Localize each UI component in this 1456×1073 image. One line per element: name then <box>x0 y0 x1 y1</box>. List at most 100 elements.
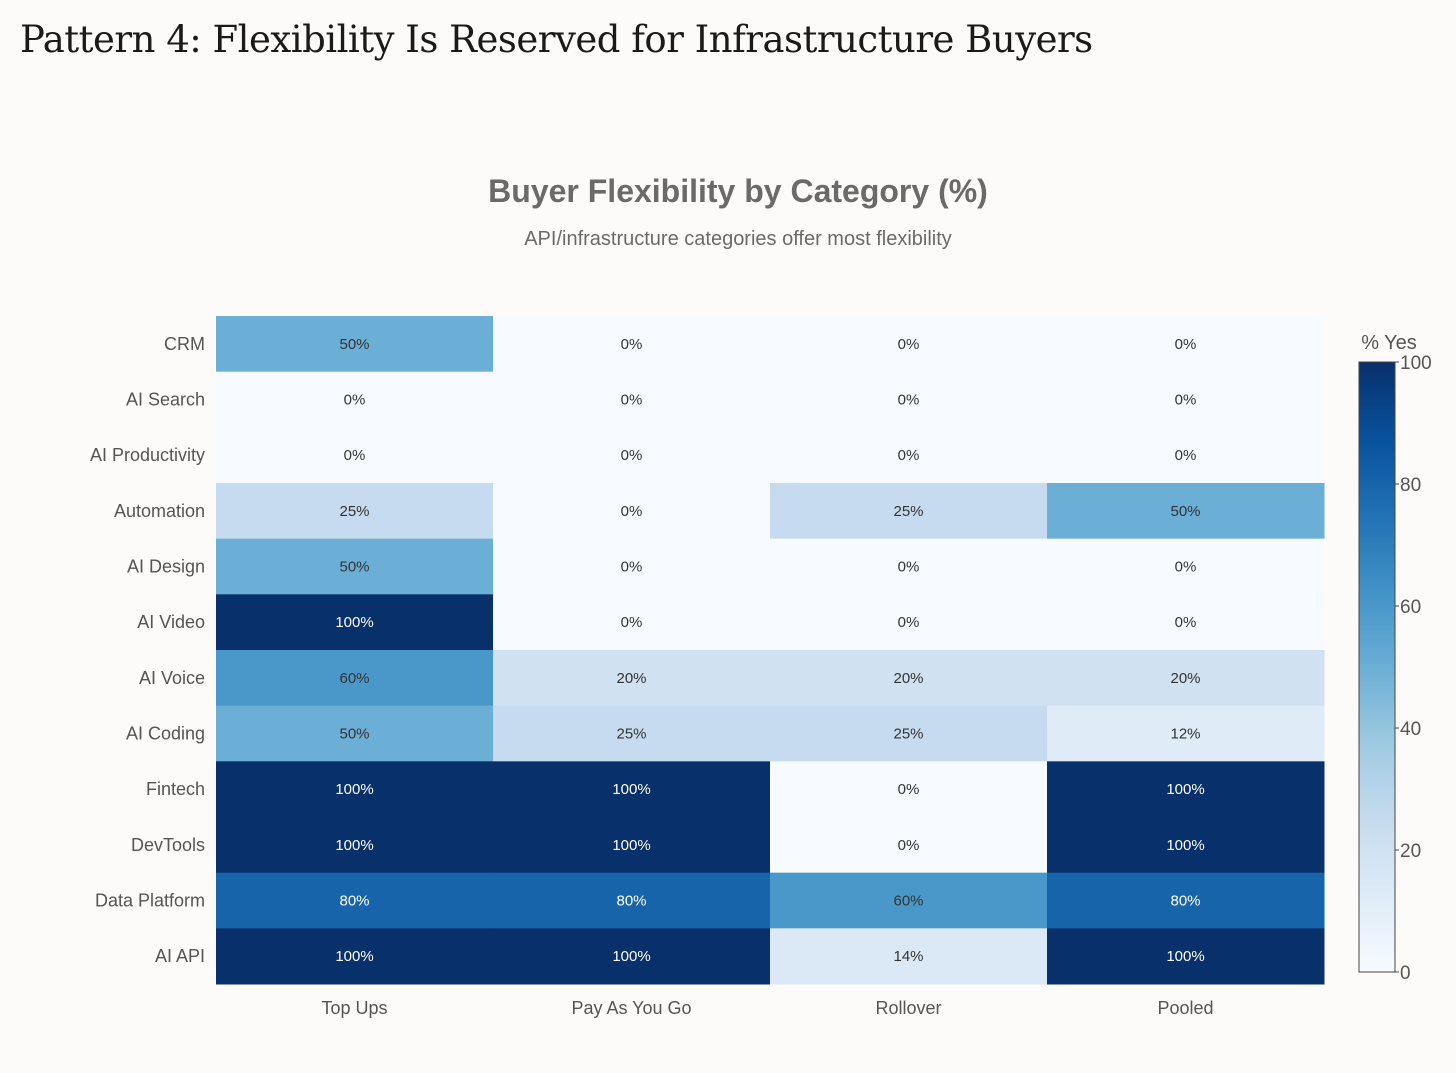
y-tick-label: Fintech <box>146 779 205 799</box>
heatmap-cell <box>216 427 494 484</box>
heatmap-cell <box>493 817 771 874</box>
cell-value-label: 0% <box>1175 392 1197 409</box>
x-tick-label: Rollover <box>875 998 941 1018</box>
heatmap-cell <box>770 427 1048 484</box>
heatmap-cell <box>493 872 771 929</box>
cell-value-label: 100% <box>335 837 373 854</box>
cell-value-label: 20% <box>616 670 646 687</box>
heatmap-cell <box>216 483 494 540</box>
heatmap-cell <box>216 594 494 651</box>
y-tick-label: AI Voice <box>139 668 205 688</box>
heatmap-cell <box>216 761 494 818</box>
cell-value-label: 0% <box>898 614 920 631</box>
cell-value-label: 12% <box>1170 726 1200 743</box>
colorbar-tick-label: 20 <box>1400 841 1421 862</box>
y-tick-label: AI Productivity <box>90 445 205 465</box>
cell-value-label: 50% <box>339 336 369 353</box>
cell-value-label: 20% <box>1170 670 1200 687</box>
heatmap-cell <box>1047 316 1325 373</box>
cell-value-label: 100% <box>612 781 650 798</box>
cell-value-label: 0% <box>1175 559 1197 576</box>
cell-value-label: 0% <box>621 559 643 576</box>
heatmap-cell <box>493 650 771 707</box>
heatmap-cell <box>1047 817 1325 874</box>
cell-value-label: 0% <box>898 837 920 854</box>
heatmap-cell <box>770 316 1048 373</box>
colorbar-title: % Yes <box>1361 332 1417 354</box>
heatmap-cell <box>1047 371 1325 428</box>
heatmap-cell <box>493 594 771 651</box>
heatmap-cell <box>493 483 771 540</box>
heatmap-cell <box>493 316 771 373</box>
cell-value-label: 60% <box>339 670 369 687</box>
heatmap-cell <box>770 650 1048 707</box>
cell-value-label: 0% <box>1175 447 1197 464</box>
y-tick-label: AI Video <box>137 612 205 632</box>
y-tick-label: AI Design <box>127 557 205 577</box>
cell-value-label: 14% <box>893 948 923 965</box>
heatmap-cell <box>770 594 1048 651</box>
heatmap-cell <box>493 371 771 428</box>
y-tick-label: Data Platform <box>95 891 205 911</box>
y-tick-label: DevTools <box>131 835 205 855</box>
cell-value-label: 100% <box>335 948 373 965</box>
heatmap-cell <box>216 316 494 373</box>
heatmap-cell <box>1047 928 1325 985</box>
cell-value-label: 100% <box>612 837 650 854</box>
colorbar <box>1358 361 1396 973</box>
heatmap-cell <box>1047 594 1325 651</box>
cell-value-label: 50% <box>339 726 369 743</box>
cell-value-label: 100% <box>335 614 373 631</box>
cell-value-label: 0% <box>621 614 643 631</box>
cell-value-label: 0% <box>344 447 366 464</box>
heatmap-cell <box>493 538 771 595</box>
x-tick-label: Pooled <box>1157 998 1213 1018</box>
heatmap-cell <box>770 761 1048 818</box>
cell-value-label: 25% <box>616 726 646 743</box>
y-tick-label: AI Coding <box>126 724 205 744</box>
heatmap-cell <box>770 538 1048 595</box>
cell-value-label: 80% <box>616 893 646 910</box>
heatmap-cell <box>770 872 1048 929</box>
cell-value-label: 0% <box>898 559 920 576</box>
heatmap-cell <box>216 928 494 985</box>
y-tick-label: CRM <box>164 334 205 354</box>
heatmap-cell <box>216 705 494 762</box>
chart-title: Buyer Flexibility by Category (%) <box>488 173 988 209</box>
colorbar-tick-label: 0 <box>1400 963 1411 984</box>
heatmap-cell <box>1047 538 1325 595</box>
cell-value-label: 0% <box>898 392 920 409</box>
cell-value-label: 60% <box>893 893 923 910</box>
colorbar-tick-label: 60 <box>1400 597 1421 618</box>
cell-value-label: 0% <box>344 392 366 409</box>
heatmap-cell <box>770 928 1048 985</box>
heatmap-cell <box>216 538 494 595</box>
cell-value-label: 0% <box>898 781 920 798</box>
chart-subtitle: API/infrastructure categories offer most… <box>524 228 952 250</box>
heatmap-cell <box>493 928 771 985</box>
heatmap-cell <box>493 705 771 762</box>
heatmap-cell <box>216 872 494 929</box>
y-tick-label: AI Search <box>126 390 205 410</box>
cell-value-label: 0% <box>898 336 920 353</box>
cell-value-label: 25% <box>893 726 923 743</box>
heatmap-cell <box>1047 483 1325 540</box>
y-tick-label: Automation <box>114 501 205 521</box>
cell-value-label: 100% <box>612 948 650 965</box>
page-title: Pattern 4: Flexibility Is Reserved for I… <box>20 18 1093 61</box>
cell-value-label: 0% <box>1175 336 1197 353</box>
y-tick-label: AI API <box>155 946 205 966</box>
heatmap-cell <box>770 705 1048 762</box>
heatmap-cell <box>1047 650 1325 707</box>
cell-value-label: 100% <box>335 781 373 798</box>
cell-value-label: 0% <box>898 447 920 464</box>
cell-value-label: 80% <box>1170 893 1200 910</box>
cell-value-label: 0% <box>621 336 643 353</box>
cell-value-label: 100% <box>1166 837 1204 854</box>
cell-value-label: 0% <box>621 447 643 464</box>
heatmap-cell <box>493 761 771 818</box>
heatmap-cell <box>1047 705 1325 762</box>
cell-value-label: 50% <box>1170 503 1200 520</box>
heatmap-cell <box>216 371 494 428</box>
cell-value-label: 100% <box>1166 948 1204 965</box>
